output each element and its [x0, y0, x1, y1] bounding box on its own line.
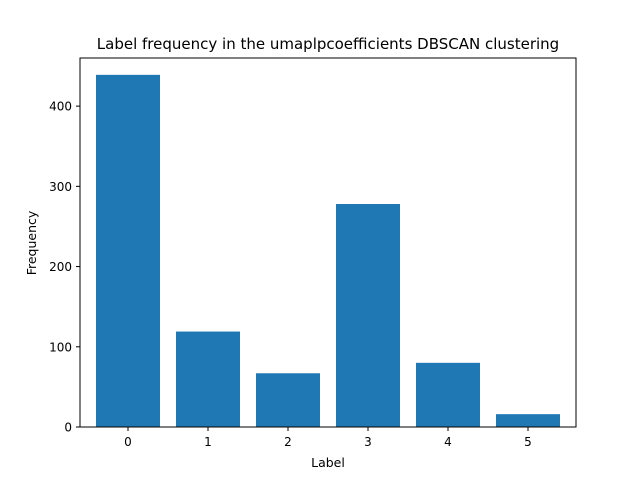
plot-frame [79, 57, 577, 428]
bar-label-3 [336, 203, 400, 427]
x-tick-label: 2 [284, 435, 292, 449]
y-tick-label: 0 [64, 421, 72, 435]
y-tick-label: 100 [49, 340, 72, 354]
y-axis-ticks: 0 100 200 300 400 [49, 100, 80, 435]
bar-label-2 [256, 373, 320, 427]
chart-title: Label frequency in the umaplpcoefficient… [97, 35, 559, 53]
y-tick-label: 200 [49, 260, 72, 274]
x-axis-ticks: 0 1 2 3 4 5 [124, 427, 532, 449]
x-tick-label: 3 [364, 435, 372, 449]
bars-group [96, 74, 560, 428]
bar-label-0 [96, 74, 160, 428]
x-axis-label: Label [311, 455, 345, 470]
y-tick-label: 300 [49, 180, 72, 194]
x-tick-label: 1 [204, 435, 212, 449]
y-axis-label: Frequency [24, 210, 39, 275]
x-tick-label: 4 [444, 435, 452, 449]
bar-label-1 [176, 331, 240, 427]
y-tick-label: 400 [49, 100, 72, 114]
bar-label-4 [416, 362, 480, 427]
bar-label-5 [496, 414, 560, 427]
x-tick-label: 5 [524, 435, 532, 449]
x-tick-label: 0 [124, 435, 132, 449]
